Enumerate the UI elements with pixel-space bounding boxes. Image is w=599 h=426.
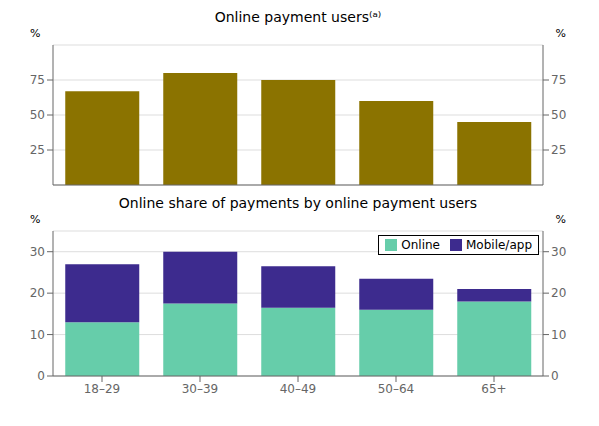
svg-text:65+: 65+ <box>481 382 506 396</box>
svg-text:75: 75 <box>30 73 45 87</box>
svg-text:0: 0 <box>551 369 559 383</box>
html-text:Online: Online <box>401 238 440 252</box>
svg-text:50: 50 <box>30 108 45 122</box>
svg-text:75: 75 <box>551 73 566 87</box>
svg-text:10: 10 <box>551 328 566 342</box>
svg-text:40–49: 40–49 <box>280 382 317 396</box>
svg-text:50–64: 50–64 <box>378 382 415 396</box>
svg-text:50: 50 <box>551 108 566 122</box>
svg-text:10: 10 <box>30 328 45 342</box>
svg-text:30: 30 <box>551 245 566 259</box>
svg-text:20: 20 <box>551 286 566 300</box>
html-text:Online share of payments by on: Online share of payments by online payme… <box>118 195 478 211</box>
svg-text:0: 0 <box>37 369 45 383</box>
html-text:Mobile/app: Mobile/app <box>466 238 532 252</box>
svg-text:25: 25 <box>30 143 45 157</box>
svg-text:20: 20 <box>30 286 45 300</box>
svg-text:18–29: 18–29 <box>84 382 121 396</box>
svg-text:30–39: 30–39 <box>182 382 219 396</box>
svg-text:25: 25 <box>551 143 566 157</box>
html-text:Online payment users⁽ᵃ⁾: Online payment users⁽ᵃ⁾ <box>214 9 382 25</box>
svg-text:30: 30 <box>30 245 45 259</box>
